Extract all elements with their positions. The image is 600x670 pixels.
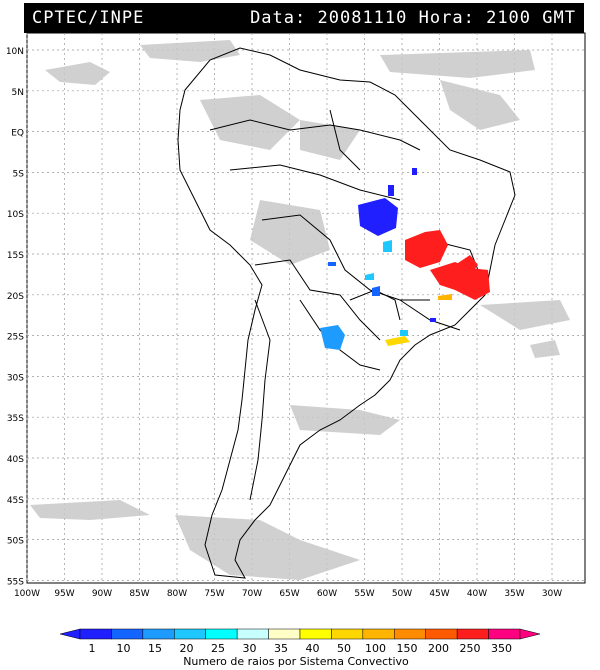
lon-label: 55W [354, 589, 374, 599]
hour-label: Hora: [418, 8, 475, 28]
lon-label: 60W [317, 589, 337, 599]
lon-label: 85W [129, 589, 149, 599]
colorbar-tick-label: 15 [148, 642, 162, 655]
colorbar-swatch [174, 628, 206, 640]
lon-label: 65W [279, 589, 299, 599]
colorbar-swatch [111, 628, 144, 640]
colorbar-tick-label: 200 [428, 642, 449, 655]
timezone: GMT [542, 8, 576, 28]
lightning-cells [320, 168, 490, 350]
colorbar-tick-label: 10 [117, 642, 131, 655]
lon-label: 40W [467, 589, 487, 599]
source-label: CPTEC/INPE [32, 8, 145, 28]
colorbar-swatch [394, 628, 426, 640]
map-header: CPTEC/INPE Data: 20081110 Hora: 2100 GMT [24, 3, 584, 33]
colorbar: 1 10 15 20 25 30 35 40 50 100 150 200 250 350 [59, 628, 541, 655]
colorbar-arrow-right [519, 628, 541, 640]
colorbar-tick-label: 50 [337, 642, 351, 655]
colorbar-swatch [456, 628, 489, 640]
colorbar-tick-label: 1 [89, 642, 96, 655]
colorbar-tick-label: 35 [274, 642, 288, 655]
lon-label: 35W [504, 589, 524, 599]
colorbar-arrow-left [59, 628, 81, 640]
colorbar-tick-label: 350 [491, 642, 512, 655]
date-value: 20081110 [317, 8, 408, 28]
lon-label: 50W [392, 589, 412, 599]
lat-label: 15S [7, 251, 24, 261]
colorbar-swatch [331, 628, 364, 640]
colorbar-swatch [362, 628, 395, 640]
colorbar-tick-label: 20 [180, 642, 194, 655]
colorbar-swatch [299, 628, 332, 640]
lon-label: 45W [429, 589, 449, 599]
latitude-labels: 10N 5N EQ 5S 10S 15S 20S 25S 30S 35S 40S 45S 50S 55S [6, 47, 24, 587]
lat-label: 40S [7, 455, 24, 465]
lon-label: 70W [242, 589, 262, 599]
lat-label: 35S [7, 414, 24, 424]
lon-label: 80W [167, 589, 187, 599]
lat-label: 10N [6, 47, 24, 57]
lat-label: 10S [7, 210, 24, 220]
lat-label: 50S [7, 537, 24, 547]
colorbar-swatch [205, 628, 238, 640]
longitude-labels: 100W 95W 90W 85W 80W 75W 70W 65W 60W 55W 50W 45W 40W… [14, 589, 562, 599]
lat-label: 30S [7, 373, 24, 383]
lon-label: 100W [14, 589, 40, 599]
lat-label: 5S [13, 169, 25, 179]
colorbar-swatch [79, 628, 112, 640]
cloud-cover [30, 40, 570, 580]
lat-label: 25S [7, 333, 24, 343]
colorbar-title: Numero de raios por Sistema Convectivo [183, 655, 409, 668]
colorbar-tick-label: 25 [211, 642, 225, 655]
lat-label: 20S [7, 292, 24, 302]
lat-label: 5N [12, 88, 24, 98]
lon-label: 90W [92, 589, 112, 599]
colorbar-tick-label: 40 [306, 642, 320, 655]
colorbar-tick-label: 250 [460, 642, 481, 655]
colorbar-tick-label: 100 [365, 642, 386, 655]
lat-label: 45S [7, 496, 24, 506]
south-america-outline [177, 47, 516, 579]
datetime-label: Data: 20081110 Hora: 2100 GMT [250, 8, 576, 28]
date-label: Data: [250, 8, 307, 28]
colorbar-swatch [236, 628, 269, 640]
lat-label: 55S [7, 577, 24, 587]
lat-label: EQ [11, 129, 24, 139]
lon-label: 75W [204, 589, 224, 599]
colorbar-swatch [425, 628, 458, 640]
hour-value: 2100 [486, 8, 532, 28]
colorbar-swatch [142, 628, 175, 640]
colorbar-tick-label: 30 [243, 642, 257, 655]
colorbar-swatch [488, 628, 521, 640]
lon-label: 95W [54, 589, 74, 599]
lon-label: 30W [542, 589, 562, 599]
colorbar-swatch [268, 628, 301, 640]
colorbar-tick-label: 150 [397, 642, 418, 655]
